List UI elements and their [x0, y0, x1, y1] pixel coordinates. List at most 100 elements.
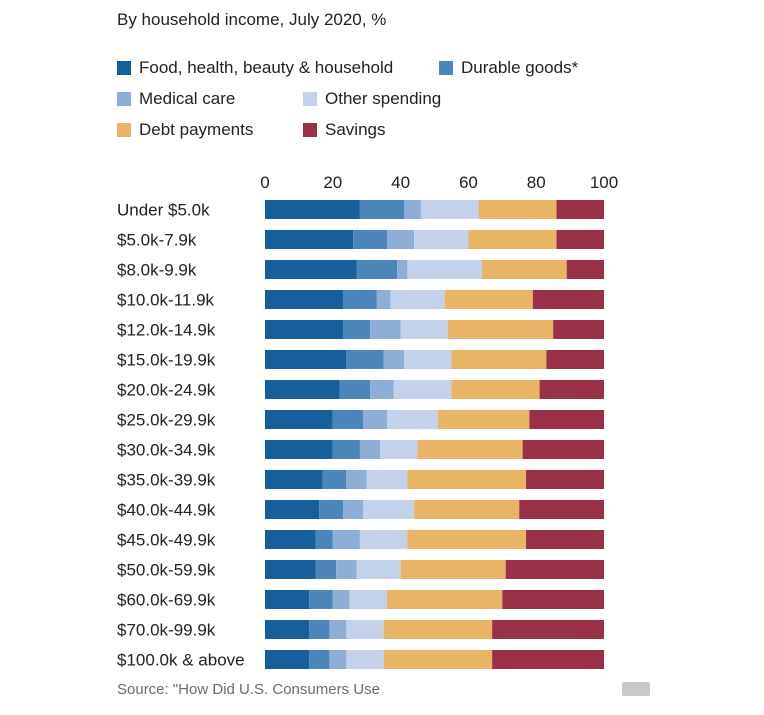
- bar-segment: [387, 590, 503, 609]
- bar-segment: [407, 530, 527, 549]
- category-label: $70.0k-99.9k: [117, 621, 216, 640]
- bar-segment: [315, 530, 333, 549]
- x-tick-label: 40: [391, 173, 410, 192]
- bar-segment: [265, 440, 333, 459]
- category-label: $25.0k-29.9k: [117, 411, 216, 430]
- legend-label-savings: Savings: [325, 120, 386, 139]
- bar-segment: [309, 620, 330, 639]
- legend-swatch-durable: [439, 61, 453, 75]
- x-tick-label: 20: [323, 173, 342, 192]
- bar-segment: [322, 470, 347, 489]
- bar-segment: [309, 590, 333, 609]
- bar-segment: [329, 620, 347, 639]
- legend-swatch-medical: [117, 92, 131, 106]
- bar-segment: [265, 320, 343, 339]
- legend-swatch-food: [117, 61, 131, 75]
- legend-label-medical: Medical care: [139, 89, 236, 108]
- bar-segment: [366, 470, 408, 489]
- bar-segment: [265, 500, 320, 519]
- bar-segment: [265, 530, 316, 549]
- bar-segment: [332, 590, 350, 609]
- legend-item-medical: Medical care: [117, 89, 235, 109]
- chart-legend: Food, health, beauty & household Durable…: [117, 58, 637, 148]
- bar-segment: [387, 230, 415, 249]
- bar-segment: [437, 410, 530, 429]
- bar-segment: [356, 260, 398, 279]
- bar-segment: [356, 560, 401, 579]
- bar-segment: [420, 200, 479, 219]
- bar-segment: [346, 650, 384, 669]
- bar-segment: [566, 260, 604, 279]
- bar-segment: [265, 410, 333, 429]
- bar-segment: [265, 350, 347, 369]
- bar-segment: [400, 320, 449, 339]
- bar-segment: [265, 200, 360, 219]
- bar-segment: [556, 230, 604, 249]
- x-tick-label: 80: [527, 173, 546, 192]
- bar-segment: [505, 560, 604, 579]
- bar-segment: [380, 440, 418, 459]
- bar-segment: [481, 260, 567, 279]
- bar-segment: [448, 320, 554, 339]
- legend-item-durable: Durable goods*: [439, 58, 578, 78]
- bar-segment: [546, 350, 604, 369]
- legend-swatch-debt: [117, 123, 131, 137]
- bar-segment: [336, 560, 357, 579]
- legend-item-other: Other spending: [303, 89, 441, 109]
- bar-segment: [529, 410, 604, 429]
- legend-swatch-savings: [303, 123, 317, 137]
- category-label: $60.0k-69.9k: [117, 591, 216, 610]
- chart-subtitle: By household income, July 2020, %: [117, 10, 387, 29]
- bar-segment: [332, 530, 360, 549]
- bar-segment: [478, 200, 557, 219]
- bar-segment: [265, 260, 357, 279]
- bar-segment: [315, 560, 337, 579]
- category-label: $5.0k-7.9k: [117, 231, 197, 250]
- chart-source: Source: "How Did U.S. Consumers Use: [117, 681, 380, 698]
- bar-segment: [370, 320, 401, 339]
- bar-segment: [403, 350, 452, 369]
- bar-segment: [492, 620, 604, 639]
- bar-segment: [265, 650, 310, 669]
- bar-segment: [332, 440, 360, 459]
- bar-segment: [329, 650, 347, 669]
- bar-segment: [342, 290, 377, 309]
- bar-segment: [414, 500, 520, 519]
- bar-segment: [265, 620, 310, 639]
- bar-segment: [342, 500, 364, 519]
- category-label: $35.0k-39.9k: [117, 471, 216, 490]
- bar-segment: [407, 470, 527, 489]
- bar-segment: [349, 590, 388, 609]
- bar-segment: [387, 410, 438, 429]
- bar-segment: [359, 440, 381, 459]
- bar-segment: [403, 200, 421, 219]
- publisher-badge: [622, 682, 650, 696]
- bar-segment: [376, 290, 391, 309]
- legend-label-other: Other spending: [325, 89, 442, 108]
- legend-label-debt: Debt payments: [139, 120, 254, 139]
- bar-segment: [346, 470, 367, 489]
- legend-swatch-other: [303, 92, 317, 106]
- bar-segment: [265, 470, 323, 489]
- category-label: $15.0k-19.9k: [117, 351, 216, 370]
- bar-segment: [363, 410, 388, 429]
- bar-segment: [319, 500, 343, 519]
- bar-segment: [339, 380, 371, 399]
- bar-segment: [519, 500, 604, 519]
- bar-segment: [346, 620, 384, 639]
- legend-item-savings: Savings: [303, 120, 385, 140]
- category-label: $20.0k-24.9k: [117, 381, 216, 400]
- legend-item-food: Food, health, beauty & household: [117, 58, 393, 78]
- legend-item-debt: Debt payments: [117, 120, 253, 140]
- bar-segment: [492, 650, 604, 669]
- bar-segment: [309, 650, 330, 669]
- bar-segment: [526, 530, 604, 549]
- category-label: $10.0k-11.9k: [117, 291, 215, 310]
- bar-segment: [383, 620, 493, 639]
- bar-segment: [353, 230, 388, 249]
- bar-segment: [539, 380, 604, 399]
- bar-segment: [417, 440, 523, 459]
- category-label: $12.0k-14.9k: [117, 321, 216, 340]
- bar-segment: [444, 290, 533, 309]
